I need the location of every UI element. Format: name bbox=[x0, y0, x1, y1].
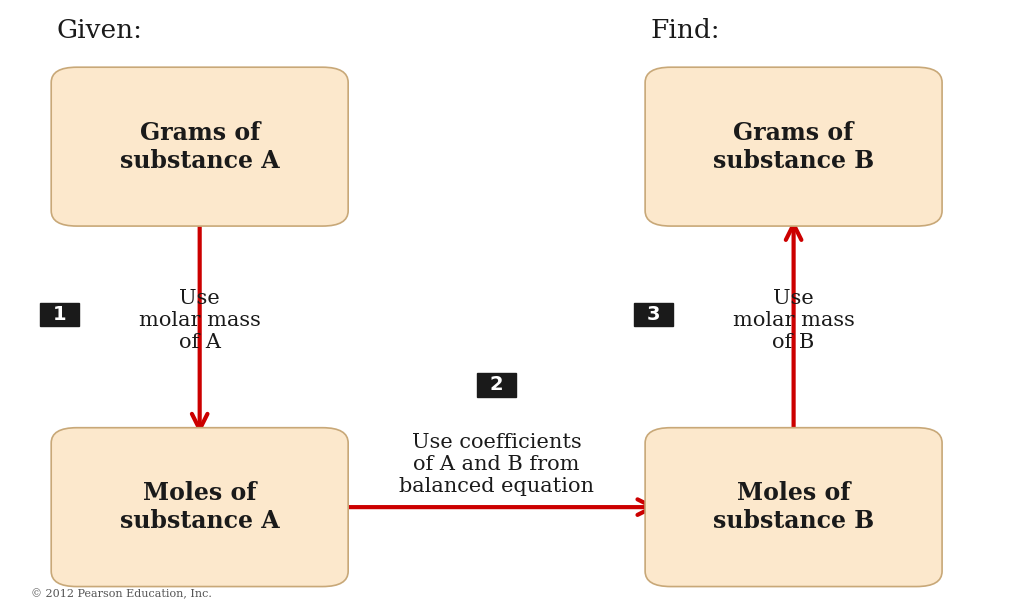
FancyBboxPatch shape bbox=[634, 303, 673, 326]
Text: Given:: Given: bbox=[56, 18, 142, 43]
Text: Moles of
substance B: Moles of substance B bbox=[713, 481, 874, 533]
Text: 3: 3 bbox=[646, 305, 660, 324]
Text: Use
molar mass
of B: Use molar mass of B bbox=[732, 289, 855, 353]
Text: Grams of
substance A: Grams of substance A bbox=[120, 121, 280, 172]
FancyBboxPatch shape bbox=[477, 373, 516, 397]
Text: 1: 1 bbox=[52, 305, 67, 324]
Text: © 2012 Pearson Education, Inc.: © 2012 Pearson Education, Inc. bbox=[31, 588, 212, 599]
FancyBboxPatch shape bbox=[645, 67, 942, 226]
Text: Use coefficients
of A and B from
balanced equation: Use coefficients of A and B from balance… bbox=[399, 433, 594, 496]
Text: Moles of
substance A: Moles of substance A bbox=[120, 481, 280, 533]
FancyBboxPatch shape bbox=[40, 303, 79, 326]
FancyBboxPatch shape bbox=[645, 428, 942, 587]
Text: Grams of
substance B: Grams of substance B bbox=[713, 121, 874, 172]
FancyBboxPatch shape bbox=[51, 67, 348, 226]
Text: 2: 2 bbox=[489, 375, 504, 395]
Text: Find:: Find: bbox=[650, 18, 720, 43]
Text: Use
molar mass
of A: Use molar mass of A bbox=[138, 289, 261, 353]
FancyBboxPatch shape bbox=[51, 428, 348, 587]
